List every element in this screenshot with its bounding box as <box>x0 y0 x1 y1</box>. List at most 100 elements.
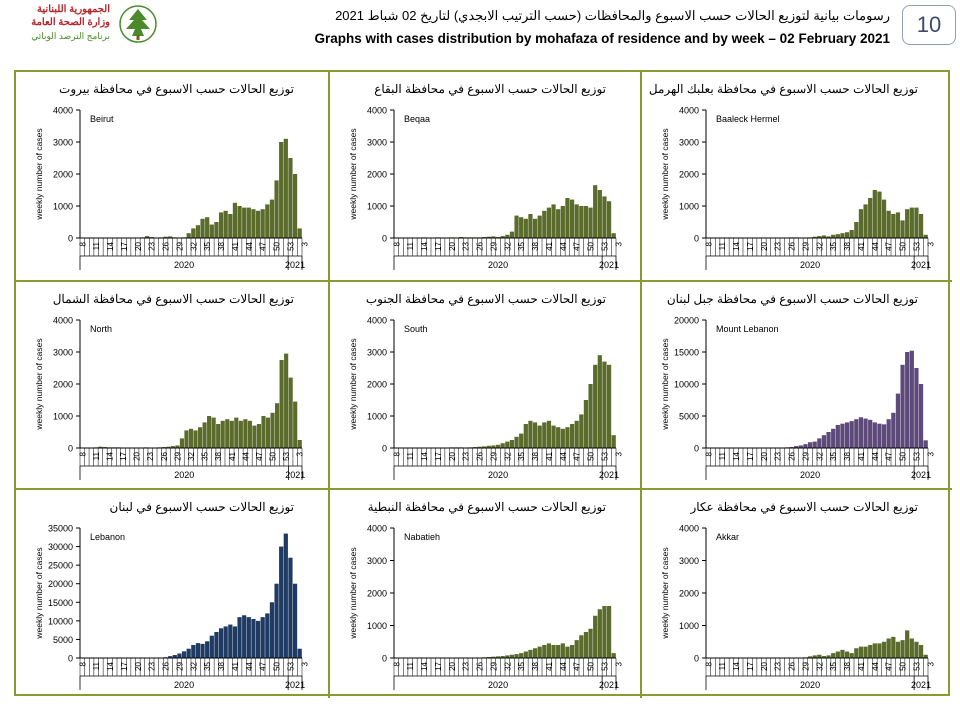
x-tick-label: 50 <box>273 661 282 670</box>
x-tick-label: 20 <box>760 241 769 250</box>
x-tick-label: 11 <box>92 661 101 670</box>
bar <box>211 417 216 448</box>
charts-grid: توزيع الحالات حسب الاسبوع في محافظة بيرو… <box>14 70 952 698</box>
bar <box>863 646 868 658</box>
x-tick-label: 23 <box>774 241 783 250</box>
y-tick-label: 1000 <box>367 412 387 422</box>
bar <box>218 628 224 658</box>
bar <box>242 207 247 238</box>
bar <box>918 645 924 658</box>
bar <box>523 424 528 448</box>
year-label: 2020 <box>488 680 508 690</box>
bar <box>881 199 887 238</box>
bar <box>569 199 575 238</box>
x-tick-label: 38 <box>531 241 540 250</box>
x-tick-label: 23 <box>462 241 471 250</box>
x-tick-label: 53 <box>912 241 921 250</box>
cedar-icon <box>119 5 157 43</box>
bar <box>243 419 248 448</box>
bar <box>807 656 813 658</box>
bar <box>574 204 579 238</box>
bar-chart: 0 1000 2000 3000 4000 weekly number of cases S… <box>348 316 623 480</box>
x-tick-label: 29 <box>173 451 182 460</box>
bar <box>606 606 612 658</box>
bar <box>528 649 533 658</box>
bar <box>177 653 182 658</box>
x-tick-label: 8 <box>78 451 87 456</box>
bar <box>542 210 547 238</box>
bar <box>297 228 302 238</box>
y-tick-label: 5000 <box>679 412 699 422</box>
bar <box>821 656 827 658</box>
bar <box>179 438 185 448</box>
bar <box>252 425 257 448</box>
x-tick-label: 17 <box>746 661 755 670</box>
year-label: 2021 <box>911 470 931 480</box>
bar <box>260 617 265 658</box>
x-tick-label: 41 <box>545 451 554 460</box>
x-tick-label: 53 <box>286 661 295 670</box>
x-tick-label: 32 <box>815 451 824 460</box>
series-label: Akkar <box>716 532 739 542</box>
bar <box>565 427 570 448</box>
x-tick-label: 23 <box>462 451 471 460</box>
x-tick-label: 29 <box>489 661 498 670</box>
x-tick-label: 26 <box>476 661 485 670</box>
bar <box>170 446 175 448</box>
bar <box>556 645 561 658</box>
x-tick-label: 41 <box>545 661 554 670</box>
y-axis-label: weekly number of cases <box>34 338 44 430</box>
bar <box>491 236 496 238</box>
bar <box>826 655 831 658</box>
bar <box>597 609 602 658</box>
bar <box>794 446 799 448</box>
bar <box>812 236 817 238</box>
bar <box>872 422 877 448</box>
bar <box>505 441 510 448</box>
year-label: 2021 <box>285 260 305 270</box>
bar <box>817 654 822 658</box>
x-tick-label: 47 <box>885 241 894 250</box>
bar <box>905 209 910 238</box>
x-tick-label: 20 <box>448 241 457 250</box>
year-label: 2020 <box>488 260 508 270</box>
x-tick-label: 23 <box>146 451 155 460</box>
y-axis-label: weekly number of cases <box>348 128 358 220</box>
x-tick-label: 38 <box>843 451 852 460</box>
bar <box>583 632 589 658</box>
ministry-logo: الجمهورية اللبنانية وزارة الصحة العامة ب… <box>8 2 158 46</box>
y-tick-label: 0 <box>382 444 387 454</box>
x-tick-label: 11 <box>718 661 727 670</box>
bar <box>537 425 542 448</box>
x-tick-label: 20 <box>133 451 142 460</box>
y-axis-label: weekly number of cases <box>660 128 670 220</box>
x-tick-label: 17 <box>120 241 129 250</box>
x-tick-label: 29 <box>801 661 810 670</box>
bar <box>491 656 496 658</box>
bar <box>495 444 501 448</box>
y-axis-label: weekly number of cases <box>660 547 670 639</box>
bar <box>611 653 616 658</box>
bar <box>500 656 505 658</box>
y-tick-label: 15000 <box>674 348 699 358</box>
bar <box>209 224 214 238</box>
bar <box>491 445 496 448</box>
y-tick-label: 4000 <box>367 524 387 534</box>
bar <box>256 424 262 448</box>
bar <box>519 217 524 238</box>
x-tick-label: 20 <box>448 661 457 670</box>
x-tick-label: 8 <box>704 241 713 246</box>
x-tick-label: 35 <box>829 451 838 460</box>
bar <box>214 632 219 658</box>
x-tick-label: 17 <box>120 661 129 670</box>
y-tick-label: 0 <box>694 444 699 454</box>
x-tick-label: 11 <box>406 661 415 670</box>
chart-panel: توزيع الحالات حسب الاسبوع في محافظة النب… <box>328 488 640 698</box>
x-tick-label: 3 <box>926 241 935 246</box>
y-tick-label: 2000 <box>679 170 699 180</box>
bar <box>279 142 284 238</box>
bar <box>242 615 247 658</box>
y-tick-label: 3000 <box>679 556 699 566</box>
x-tick-label: 8 <box>78 241 87 246</box>
y-tick-label: 10000 <box>674 380 699 390</box>
